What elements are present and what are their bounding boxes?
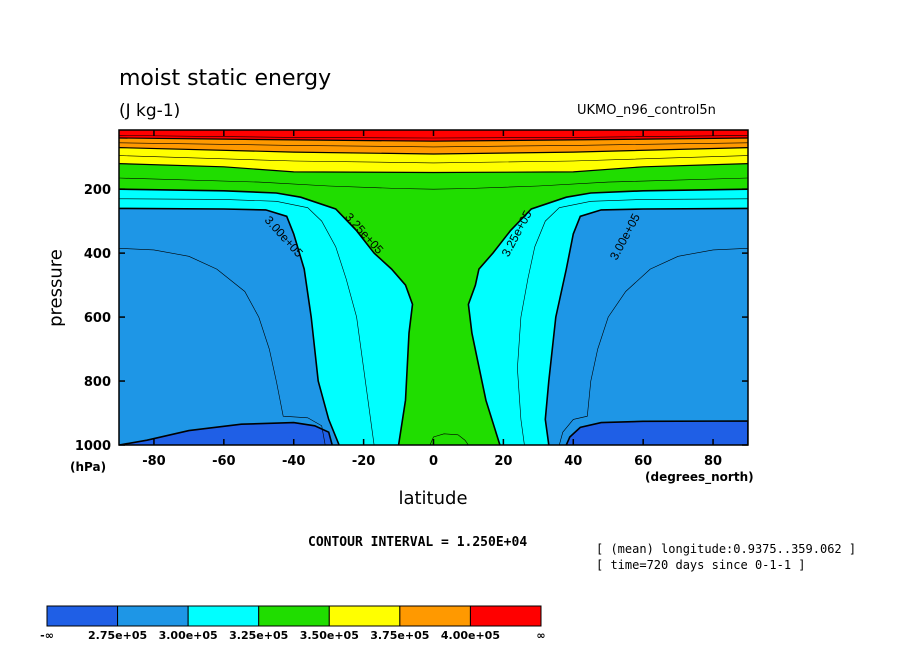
contour-3.25e+05-right — [467, 188, 748, 445]
chart-units: (J kg-1) — [119, 101, 181, 121]
y-axis-unit: (hPa) — [70, 460, 107, 474]
contour-3.25e+05-left — [119, 188, 414, 445]
contour-2.875e+05-left — [119, 248, 326, 445]
fill-2.75-3.00e+05-left — [119, 208, 340, 445]
x-tick-label-20: 20 — [494, 454, 512, 469]
y-tick-label-400: 400 — [84, 247, 111, 262]
longitude-meta-text: [ (mean) longitude:0.9375..359.062 ] — [596, 542, 857, 556]
x-axis-unit: (degrees_north) — [645, 470, 754, 484]
x-tick-label--60: -60 — [212, 454, 236, 469]
y-tick-label-800: 800 — [84, 375, 111, 390]
x-tick-label-40: 40 — [564, 454, 582, 469]
contour-2.75e+05-right — [565, 420, 748, 445]
contour-3.50e+05 — [119, 163, 748, 174]
x-tick-label-80: 80 — [704, 454, 722, 469]
contour-3.625e+05 — [119, 155, 748, 164]
x-tick-label--20: -20 — [352, 454, 376, 469]
x-tick-label--40: -40 — [282, 454, 306, 469]
contour-2.875e+05-right — [559, 248, 748, 445]
x-tick-label-0: 0 — [429, 454, 438, 469]
y-tick-label-1000: 1000 — [75, 439, 111, 454]
time-meta-text: [ time=720 days since 0-1-1 ] — [596, 558, 806, 572]
contour-4.125e+05 — [119, 135, 748, 139]
contour-interval-text: CONTOUR INTERVAL = 1.250E+04 — [308, 535, 528, 550]
fill-lt-2.75e+05-left — [119, 422, 333, 445]
contour-3.875e+05 — [119, 142, 748, 148]
contour-3.75e+05 — [119, 147, 748, 155]
contour-4.00e+05 — [119, 137, 748, 142]
contour-fills: 3.00e+05 3.25e+05 3.25e+05 3.00e+05 — [119, 130, 748, 445]
y-axis-label: pressure — [45, 249, 67, 327]
fill-lt-2.75e+05-right — [566, 421, 748, 445]
contour-3.375e+05-surface — [429, 433, 469, 445]
contour-3.375e+05 — [119, 177, 748, 190]
contour-2.75e+05-left — [119, 421, 333, 445]
y-tick-label-600: 600 — [84, 311, 111, 326]
run-id-label: UKMO_n96_control5n — [577, 103, 716, 118]
x-tick-label-60: 60 — [634, 454, 652, 469]
contour-3.00e+05-right — [544, 207, 748, 445]
chart-title: moist static energy — [119, 66, 332, 91]
contour-3.125e+05-right — [517, 198, 748, 445]
contour-3.00e+05-left — [119, 207, 340, 445]
contour-lines — [119, 135, 748, 445]
fill-2.75-3.00e+05-right — [545, 208, 748, 445]
y-tick-label-200: 200 — [84, 183, 111, 198]
contour-3.125e+05-left — [119, 198, 375, 445]
x-tick-label--80: -80 — [142, 454, 166, 469]
x-axis-label: latitude — [398, 488, 468, 509]
